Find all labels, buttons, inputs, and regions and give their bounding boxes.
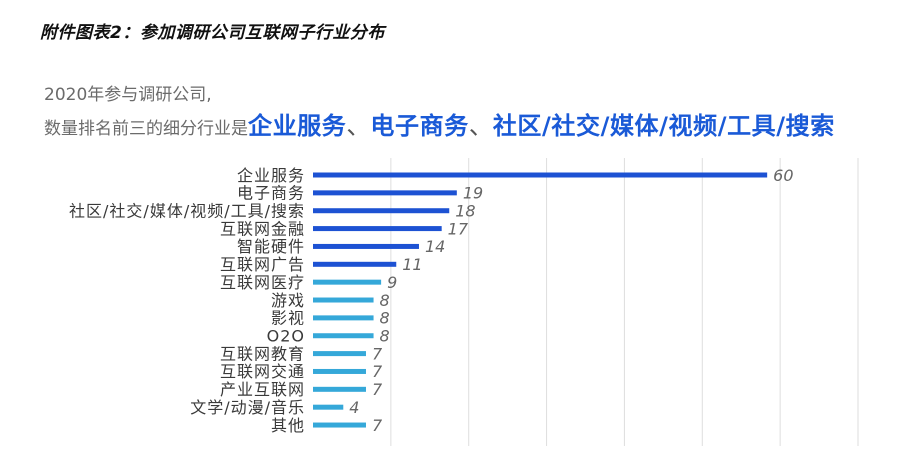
category-label-8: 游戏 (271, 291, 305, 310)
category-label-14: 文学/动漫/音乐 (190, 398, 305, 417)
bar-3 (313, 208, 450, 214)
value-label-13: 7 (372, 380, 383, 399)
bar-7 (313, 279, 382, 285)
bar-10 (313, 333, 374, 339)
bar-11 (313, 351, 366, 357)
value-label-8: 8 (380, 291, 390, 310)
chart-title: 附件图表2：参加调研公司互联网子行业分布 (40, 23, 385, 43)
bar-6 (313, 261, 397, 267)
category-label-10: O2O (267, 327, 305, 346)
category-label-5: 智能硬件 (237, 237, 305, 256)
bar-15 (313, 422, 366, 428)
category-label-4: 互联网金融 (220, 219, 305, 238)
category-label-12: 互联网交通 (220, 362, 305, 381)
bars (313, 172, 768, 428)
value-label-7: 9 (387, 273, 397, 292)
highlight-industry-2: 电子商务 (370, 112, 469, 140)
category-label-7: 互联网医疗 (220, 273, 305, 292)
highlight-industry-3: 社区/社交/媒体/视频/工具/搜索 (492, 112, 835, 140)
category-label-2: 电子商务 (237, 184, 305, 203)
highlight-industry-1: 企业服务 (248, 112, 347, 140)
category-labels: 企业服务电子商务社区/社交/媒体/视频/工具/搜索互联网金融智能硬件互联网广告互… (69, 166, 305, 435)
value-label-6: 11 (402, 255, 422, 274)
value-label-5: 14 (425, 237, 445, 256)
subtitle-line-1: 2020年参与调研公司, (44, 85, 212, 105)
bar-12 (313, 368, 366, 374)
bar-1 (313, 172, 768, 178)
category-label-9: 影视 (271, 309, 305, 328)
value-label-1: 60 (773, 166, 793, 185)
gridlines (390, 158, 859, 446)
bar-4 (313, 226, 442, 232)
bar-14 (313, 404, 344, 410)
subtitle-line-2-prefix: 数量排名前三的细分行业是 (44, 119, 248, 139)
separator: 、 (468, 112, 493, 140)
category-label-3: 社区/社交/媒体/视频/工具/搜索 (69, 201, 305, 220)
bar-2 (313, 190, 457, 196)
industry-bar-chart: 企业服务电子商务社区/社交/媒体/视频/工具/搜索互联网金融智能硬件互联网广告互… (69, 158, 859, 446)
top-industries-highlight: 企业服务、电子商务、社区/社交/媒体/视频/工具/搜索 (248, 112, 835, 140)
value-label-2: 19 (463, 184, 483, 203)
category-label-13: 产业互联网 (220, 380, 305, 399)
value-label-9: 8 (380, 309, 390, 328)
value-label-15: 7 (372, 416, 383, 435)
separator: 、 (346, 112, 371, 140)
bar-9 (313, 315, 374, 321)
value-label-12: 7 (372, 362, 383, 381)
value-label-10: 8 (380, 327, 390, 346)
bar-5 (313, 243, 419, 249)
category-label-1: 企业服务 (237, 166, 305, 185)
value-label-14: 4 (349, 398, 359, 417)
bar-13 (313, 386, 366, 392)
value-label-4: 17 (448, 219, 469, 238)
category-label-15: 其他 (271, 416, 305, 435)
value-label-3: 18 (455, 201, 475, 220)
category-label-11: 互联网教育 (220, 344, 305, 363)
value-label-11: 7 (372, 344, 383, 363)
category-label-6: 互联网广告 (220, 255, 305, 274)
subtitle-line-2: 数量排名前三的细分行业是企业服务、电子商务、社区/社交/媒体/视频/工具/搜索 (44, 110, 835, 145)
bar-8 (313, 297, 374, 303)
